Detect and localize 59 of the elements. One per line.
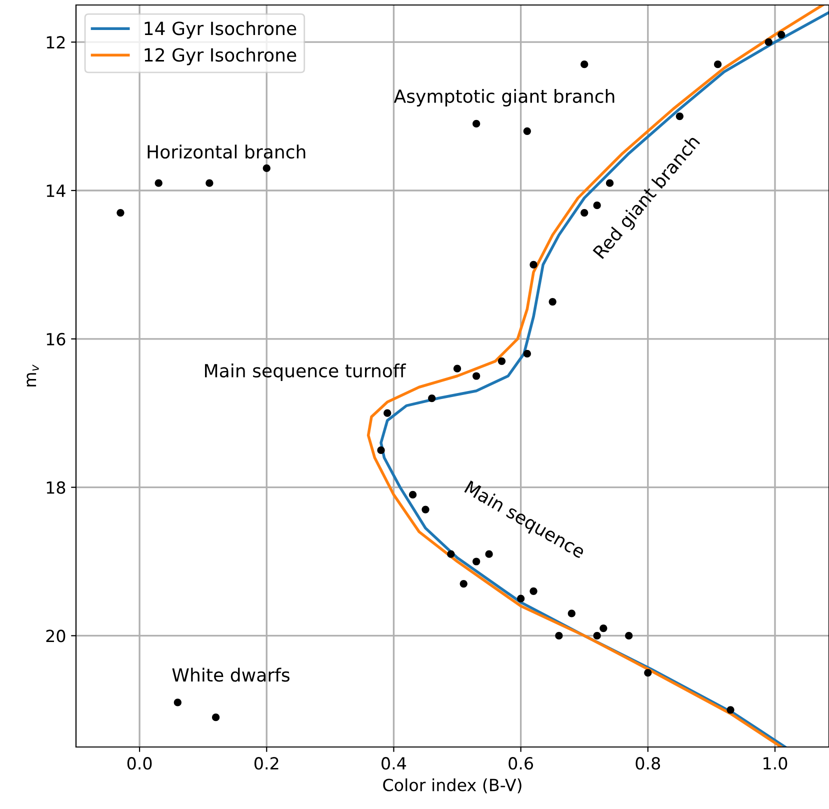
point [154, 179, 162, 187]
y-tick-label: 20 [46, 630, 66, 642]
annotation: Horizontal branch [148, 144, 306, 159]
point [530, 260, 538, 269]
x-tick-label: 0.6 [508, 757, 534, 770]
point [555, 632, 563, 640]
point [472, 558, 480, 566]
point [384, 409, 392, 417]
point [422, 506, 430, 514]
point [523, 350, 531, 358]
point [485, 550, 493, 558]
legend-label: 12 Gyr Isochrone [144, 48, 296, 66]
point [714, 60, 722, 68]
point [606, 179, 614, 187]
point [548, 298, 556, 306]
point [517, 594, 525, 602]
annotation: White dwarfs [172, 668, 290, 682]
x-tick-label: 0.2 [254, 757, 278, 770]
point [593, 202, 601, 210]
legend-label: 14 Gyr Isochrone [144, 21, 296, 39]
x-tick-label: 0.0 [127, 757, 152, 770]
point [212, 714, 220, 722]
point [726, 706, 734, 714]
point [447, 550, 455, 558]
point [408, 490, 417, 499]
annotation: Asymptotic giant branch [394, 89, 614, 106]
y-tick-label: 12 [46, 36, 65, 48]
x-axis-title: Color index (B-V) [383, 778, 522, 794]
point [764, 38, 772, 46]
point [625, 632, 633, 640]
point [453, 364, 462, 372]
point [472, 120, 480, 128]
point [644, 668, 652, 677]
point [174, 698, 182, 706]
point [472, 372, 480, 380]
point [600, 624, 608, 632]
point [428, 394, 436, 402]
point [523, 127, 531, 135]
y-tick-label: 16 [46, 332, 66, 346]
point [377, 446, 385, 454]
point [676, 112, 684, 120]
point [580, 60, 588, 68]
x-tick-label: 0.8 [636, 757, 660, 770]
point [498, 357, 506, 365]
y-axis-title: m$_{v}$ [26, 364, 39, 386]
x-tick-label: 0.4 [382, 757, 406, 770]
point [116, 208, 124, 217]
annotation: Main sequence turnoff [205, 364, 406, 382]
point [530, 587, 538, 595]
point [460, 580, 468, 588]
point [593, 632, 601, 640]
point [580, 208, 588, 217]
point [568, 610, 576, 618]
point [206, 179, 214, 187]
point [778, 30, 786, 38]
point [262, 164, 270, 172]
y-tick-label: 18 [46, 481, 66, 494]
x-tick-label: 1.0 [764, 757, 788, 770]
y-tick-label: 14 [46, 184, 66, 197]
